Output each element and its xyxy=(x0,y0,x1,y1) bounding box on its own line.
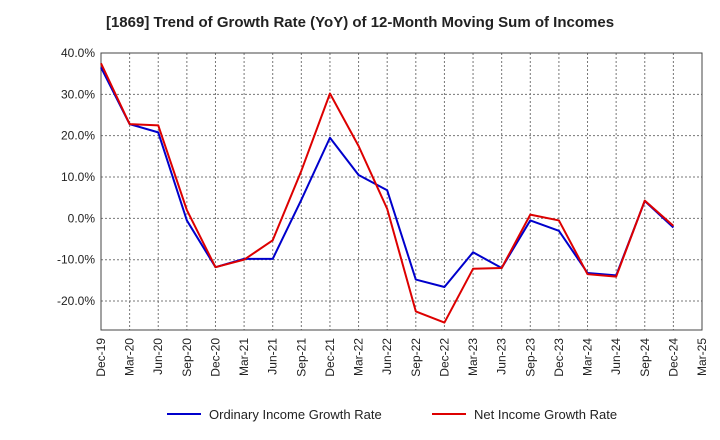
x-tick-label: Dec-23 xyxy=(552,338,566,377)
chart-title: [1869] Trend of Growth Rate (YoY) of 12-… xyxy=(105,14,615,31)
x-tick-label: Mar-23 xyxy=(466,338,480,376)
series-line xyxy=(100,67,675,289)
x-tick-label: Mar-24 xyxy=(581,338,595,376)
x-tick-label: Sep-24 xyxy=(638,338,652,377)
x-tick-label: Jun-23 xyxy=(495,338,509,375)
x-tick-label: Dec-21 xyxy=(323,338,337,377)
y-tick-label: 30.0% xyxy=(61,87,95,101)
x-tick-label: Sep-23 xyxy=(523,338,537,377)
x-tick-label: Dec-19 xyxy=(94,338,108,377)
y-tick-label: 20.0% xyxy=(61,129,95,143)
x-tick-label: Dec-24 xyxy=(666,338,680,377)
x-tick-label: Dec-20 xyxy=(208,338,222,377)
x-tick-label: Jun-22 xyxy=(380,338,394,375)
y-tick-label: 0.0% xyxy=(68,211,96,225)
x-tick-label: Sep-22 xyxy=(409,338,423,377)
x-tick-label: Dec-22 xyxy=(437,338,451,377)
x-tick-label: Jun-24 xyxy=(609,338,623,375)
x-tick-label: Mar-22 xyxy=(352,338,366,376)
x-tick-label: Jun-21 xyxy=(266,338,280,375)
x-tick-label: Sep-21 xyxy=(294,338,308,377)
y-tick-label: 10.0% xyxy=(61,170,95,184)
plot-area-border xyxy=(100,52,703,331)
y-tick-label: 40.0% xyxy=(61,46,95,60)
x-tick-label: Sep-20 xyxy=(180,338,194,377)
series-line xyxy=(100,62,675,324)
x-tick-label: Mar-25 xyxy=(695,338,709,376)
y-tick-label: -10.0% xyxy=(57,253,95,267)
y-tick-label: -20.0% xyxy=(57,294,95,308)
legend-label: Ordinary Income Growth Rate xyxy=(209,407,382,422)
x-tick-label: Mar-20 xyxy=(123,338,137,376)
legend-label: Net Income Growth Rate xyxy=(474,407,617,422)
x-tick-label: Jun-20 xyxy=(151,338,165,375)
x-tick-label: Mar-21 xyxy=(237,338,251,376)
